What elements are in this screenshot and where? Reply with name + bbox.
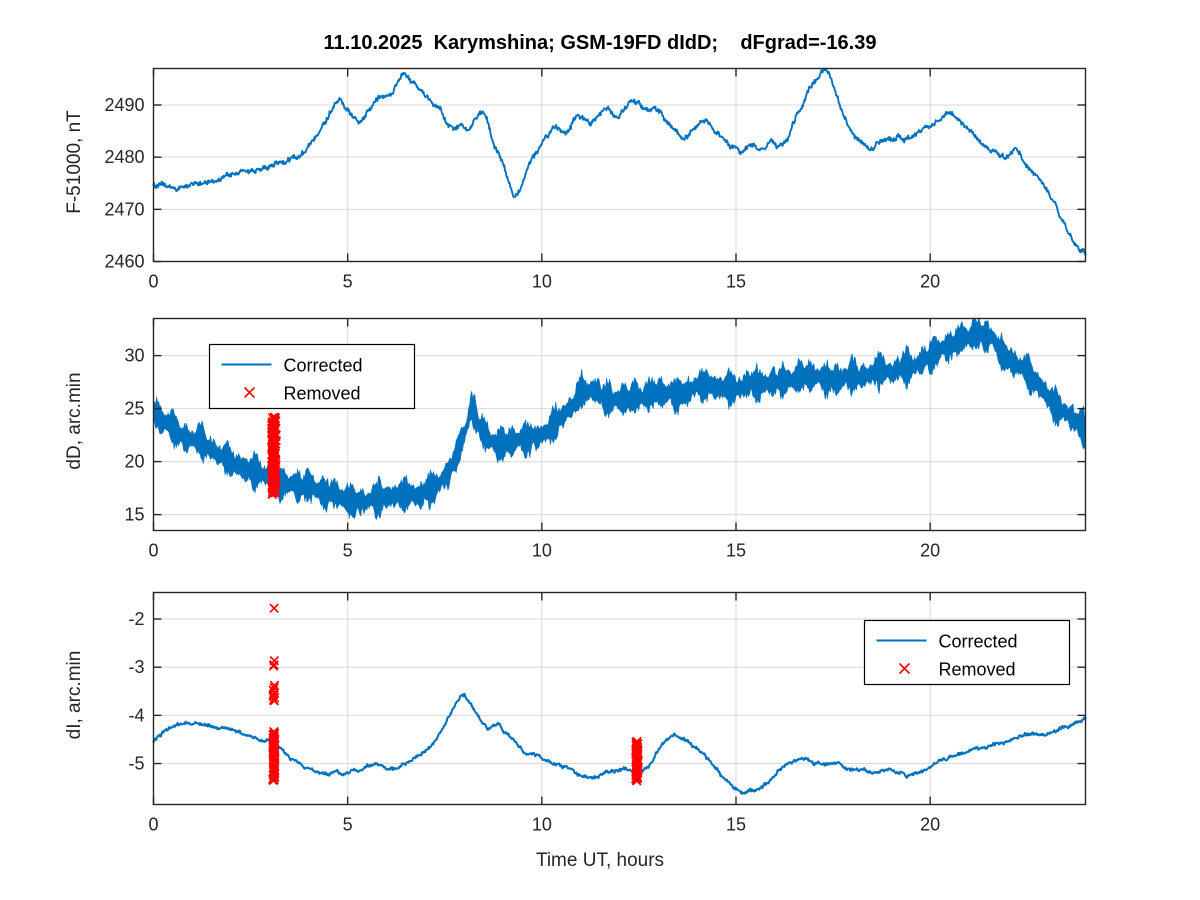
legend-entry-label: Corrected: [284, 356, 363, 376]
panel-2-axes-box: [152, 317, 1087, 532]
panel-1-ytick-label: 2480: [104, 147, 144, 167]
legend-x-marker: [898, 662, 911, 675]
panel-2-ytick-label: 30: [124, 346, 144, 366]
panel-3-legend: Corrected Removed: [863, 619, 1071, 686]
panel-3-xtick-label: 15: [726, 815, 746, 835]
panel-3-di-plot: -5 -4 -3 -2 0 5 10 15 20 Corrected Removed: [128, 591, 1087, 835]
panel-2-dd-plot: 15 20 25 30 0 5 10 15 20 Corrected Removed: [124, 317, 1087, 561]
panel-3-ytick-label: -2: [128, 609, 144, 629]
panel-1-data-trace: [152, 68, 1087, 256]
panel-1-y-axis-label: F-51000, nT: [64, 109, 85, 214]
panel-3-data-trace: [152, 692, 1087, 795]
x-axis-label: Time UT, hours: [535, 850, 665, 871]
legend-entry-label: Removed: [939, 660, 1016, 680]
panel-2-ticks: 15 20 25 30 0 5 10 15 20: [124, 318, 1086, 561]
legend-x-marker: [243, 386, 256, 399]
panel-3-xtick-label: 20: [920, 815, 940, 835]
panel-1-xtick-label: 5: [343, 272, 353, 292]
panel-2-xtick-label: 10: [532, 541, 552, 561]
panel-3-ytick-label: -3: [128, 657, 144, 677]
legend-entry-label: Removed: [284, 384, 361, 404]
panel-2-removed-markers: [266, 412, 281, 499]
panel-1-gridlines: [153, 68, 1086, 262]
panel-2-xtick-label: 0: [148, 541, 158, 561]
panel-2-svg: 15 20 25 30 0 5 10 15 20 Corrected Removed: [124, 317, 1087, 561]
panel-1-svg: 2460 2470 2480 2490 0 5 10 15 20: [104, 67, 1087, 292]
panel-2-xtick-label: 5: [343, 541, 353, 561]
legend-box: [208, 343, 416, 410]
panel-1-ticks: 2460 2470 2480 2490 0 5 10 15 20: [104, 68, 1086, 292]
panel-3-xtick-label: 10: [532, 815, 552, 835]
panel-3-xtick-label: 5: [343, 815, 353, 835]
panel-2-xtick-label: 20: [920, 541, 940, 561]
panel-1-ytick-label: 2490: [104, 95, 144, 115]
panel-3-y-axis-label: dI, arc.min: [64, 650, 85, 740]
panel-3-removed-markers: [268, 603, 643, 786]
panel-1-xtick-label: 20: [920, 272, 940, 292]
panel-2-y-axis-label: dD, arc.min: [64, 372, 85, 470]
legend-entry-label: Corrected: [939, 632, 1018, 652]
panel-3-axes-box: [152, 591, 1087, 806]
panel-1-axes-box: [152, 67, 1087, 263]
panel-2-ytick-label: 20: [124, 452, 144, 472]
panel-3-ytick-label: -4: [128, 705, 144, 725]
panel-1-ytick-label: 2470: [104, 199, 144, 219]
panel-1-xtick-label: 10: [532, 272, 552, 292]
panel-1-ytick-label: 2460: [104, 252, 144, 272]
panel-3-xtick-label: 0: [148, 815, 158, 835]
panel-1-xtick-label: 15: [726, 272, 746, 292]
legend-box: [863, 619, 1071, 686]
panel-2-ytick-label: 15: [124, 505, 144, 525]
figure-title: 11.10.2025 Karymshina; GSM-19FD dIdD; dF…: [323, 32, 877, 54]
panel-2-xtick-label: 15: [726, 541, 746, 561]
panel-3-ytick-label: -5: [128, 754, 144, 774]
panel-2-ytick-label: 25: [124, 399, 144, 419]
panel-1-f-plot: 2460 2470 2480 2490 0 5 10 15 20: [104, 67, 1087, 292]
panel-3-svg: -5 -4 -3 -2 0 5 10 15 20 Corrected Removed: [128, 591, 1087, 835]
panel-2-legend: Corrected Removed: [208, 343, 416, 410]
panel-1-xtick-label: 0: [148, 272, 158, 292]
panel-3-ticks: -5 -4 -3 -2 0 5 10 15 20: [128, 592, 1086, 835]
